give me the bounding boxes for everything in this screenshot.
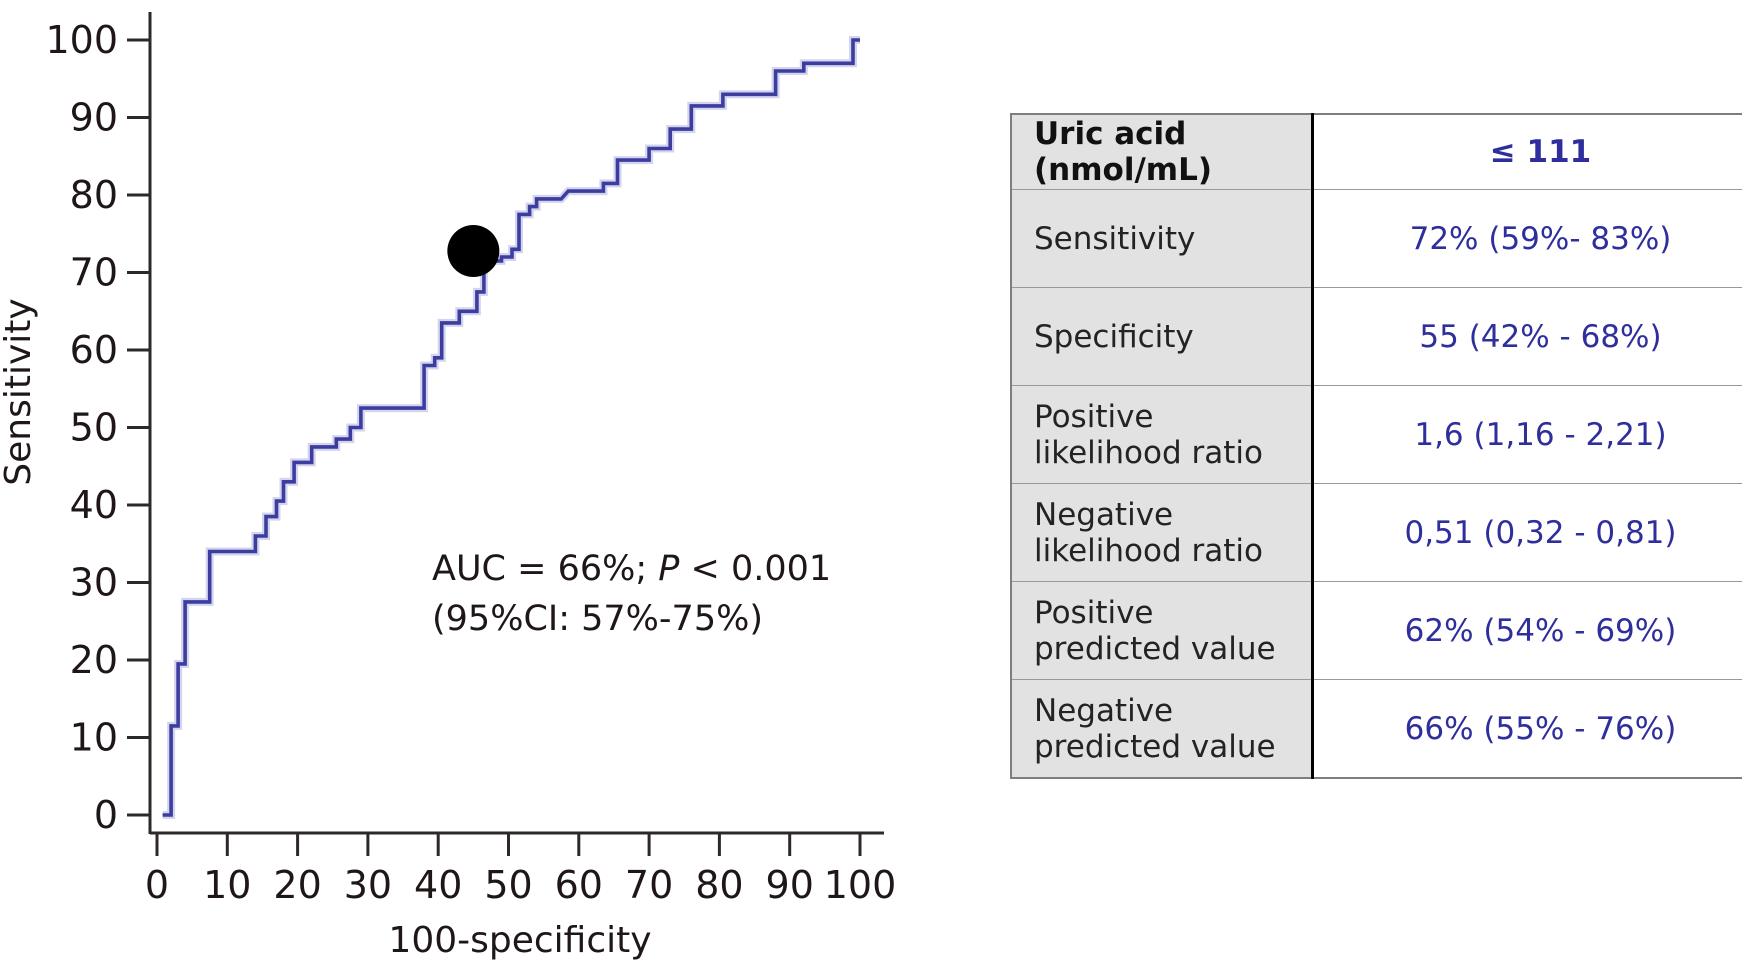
roc-curve-halo (162, 36, 860, 819)
row-value-positive-likelihood-ratio: 1,6 (1,16 - 2,21) (1311, 385, 1742, 484)
diagnostics-table: Uric acid (nmol/mL) ≤ 111 Sensitivity 72… (1010, 113, 1742, 779)
diagnostics-table-container: Uric acid (nmol/mL) ≤ 111 Sensitivity 72… (1010, 113, 1742, 779)
table-row: Negative predicted value 66% (55% - 76%) (1011, 679, 1742, 778)
y-tick-label: 90 (70, 96, 118, 140)
y-tick-label: 60 (70, 328, 118, 372)
row-value-sensitivity: 72% (59%- 83%) (1311, 189, 1742, 288)
table-header-row: Uric acid (nmol/mL) ≤ 111 (1011, 114, 1742, 190)
row-value-negative-likelihood-ratio: 0,51 (0,32 - 0,81) (1311, 483, 1742, 582)
y-tick-label: 30 (70, 561, 118, 605)
row-label-positive-predicted-value: Positive predicted value (1011, 581, 1313, 680)
y-axis-title: Sensitivity (0, 298, 39, 485)
auc-annotation-p: P (658, 549, 680, 589)
table-row: Negative likelihood ratio 0,51 (0,32 - 0… (1011, 483, 1742, 582)
x-tick-label: 90 (766, 863, 814, 907)
x-tick-label: 80 (695, 863, 743, 907)
table-row: Positive likelihood ratio 1,6 (1,16 - 2,… (1011, 385, 1742, 484)
auc-annotation-line2: (95%CI: 57%-75%) (432, 599, 763, 639)
row-label-negative-predicted-value: Negative predicted value (1011, 679, 1313, 778)
row-value-positive-predicted-value: 62% (54% - 69%) (1311, 581, 1742, 680)
table-header-value: ≤ 111 (1311, 114, 1742, 190)
y-tick-label: 20 (70, 638, 118, 682)
row-label-positive-likelihood-ratio: Positive likelihood ratio (1011, 385, 1313, 484)
x-axis-title: 100-specificity (388, 920, 651, 961)
x-tick-label: 20 (273, 863, 321, 907)
x-tick-label: 10 (203, 863, 251, 907)
x-tick-label: 40 (414, 863, 462, 907)
table-row: Sensitivity 72% (59%- 83%) (1011, 189, 1742, 288)
y-tick-label: 70 (70, 251, 118, 295)
x-tick-label: 50 (484, 863, 532, 907)
x-tick-label: 30 (344, 863, 392, 907)
x-tick-label: 70 (625, 863, 673, 907)
y-tick-label: 0 (94, 793, 118, 837)
row-label-sensitivity: Sensitivity (1011, 189, 1313, 288)
auc-annotation-suffix: < 0.001 (679, 549, 831, 589)
row-value-negative-predicted-value: 66% (55% - 76%) (1311, 679, 1742, 778)
y-tick-label: 80 (70, 173, 118, 217)
auc-annotation-prefix: AUC = 66%; (432, 549, 658, 589)
x-tick-label: 60 (555, 863, 603, 907)
table-row: Specificity 55 (42% - 68%) (1011, 287, 1742, 386)
x-tick-label: 100 (824, 863, 897, 907)
y-tick-label: 40 (70, 483, 118, 527)
y-tick-label: 10 (70, 716, 118, 760)
table-header-label: Uric acid (nmol/mL) (1011, 114, 1313, 190)
roc-curve-line (162, 38, 860, 817)
axes-layer (148, 12, 884, 835)
cutoff-point-marker (447, 225, 500, 277)
table-row: Positive predicted value 62% (54% - 69%) (1011, 581, 1742, 680)
row-label-negative-likelihood-ratio: Negative likelihood ratio (1011, 483, 1313, 582)
row-label-specificity: Specificity (1011, 287, 1313, 386)
y-tick-label: 100 (45, 18, 118, 62)
row-value-specificity: 55 (42% - 68%) (1311, 287, 1742, 386)
x-tick-label: 0 (145, 863, 169, 907)
auc-annotation-line1: AUC = 66%; P < 0.001 (432, 549, 831, 589)
y-tick-label: 50 (70, 406, 118, 450)
